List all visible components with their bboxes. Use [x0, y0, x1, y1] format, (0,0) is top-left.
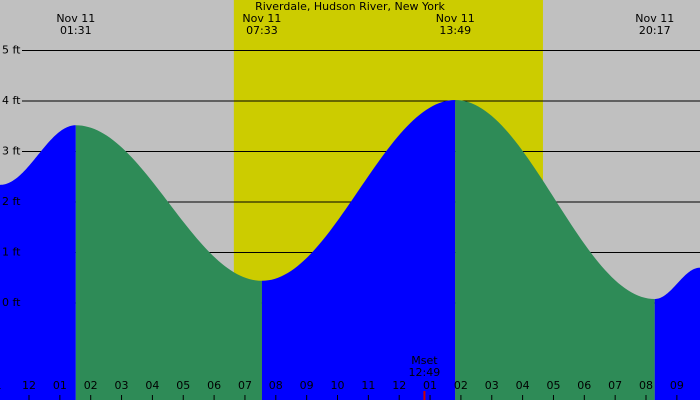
x-tick-label: 07	[238, 379, 252, 392]
x-tick-label: 1	[0, 379, 2, 392]
extreme-time: 07:33	[246, 24, 278, 37]
y-tick-label: 1 ft	[2, 246, 21, 259]
x-tick-label: 04	[145, 379, 159, 392]
x-tick-label: 09	[670, 379, 684, 392]
x-tick-label: 03	[115, 379, 129, 392]
rising-tide	[261, 100, 456, 400]
extreme-date: Nov 11	[242, 12, 281, 25]
x-tick-label: 11	[361, 379, 375, 392]
extreme-date: Nov 11	[56, 12, 95, 25]
x-tick-label: 01	[423, 379, 437, 392]
chart-title: Riverdale, Hudson River, New York	[255, 0, 445, 13]
falling-tide	[75, 125, 262, 400]
x-tick-label: 06	[207, 379, 221, 392]
extreme-time: 20:17	[639, 24, 671, 37]
x-tick-label: 04	[516, 379, 530, 392]
x-tick-label: 01	[53, 379, 67, 392]
y-tick-label: 0 ft	[2, 296, 21, 309]
x-tick-label: 12	[392, 379, 406, 392]
extreme-date: Nov 11	[635, 12, 674, 25]
moon-label: Mset	[411, 354, 438, 367]
x-tick-label: 06	[577, 379, 591, 392]
x-tick-label: 07	[608, 379, 622, 392]
moon-time: 12:49	[409, 366, 441, 379]
falling-tide	[455, 100, 655, 400]
x-tick-label: 10	[331, 379, 345, 392]
x-tick-label: 12	[22, 379, 36, 392]
x-tick-label: 05	[546, 379, 560, 392]
x-tick-label: 08	[639, 379, 653, 392]
rising-tide	[0, 125, 76, 400]
extreme-time: 01:31	[60, 24, 92, 37]
x-tick-label: 09	[300, 379, 314, 392]
y-tick-label: 5 ft	[2, 44, 21, 57]
y-tick-label: 2 ft	[2, 195, 21, 208]
x-tick-label: 02	[84, 379, 98, 392]
extreme-time: 13:49	[439, 24, 471, 37]
x-tick-label: 05	[176, 379, 190, 392]
y-tick-label: 3 ft	[2, 145, 21, 158]
rising-tide	[654, 267, 700, 400]
y-tick-label: 4 ft	[2, 94, 21, 107]
extreme-date: Nov 11	[436, 12, 475, 25]
x-tick-label: 02	[454, 379, 468, 392]
x-tick-label: 03	[485, 379, 499, 392]
x-tick-label: 08	[269, 379, 283, 392]
